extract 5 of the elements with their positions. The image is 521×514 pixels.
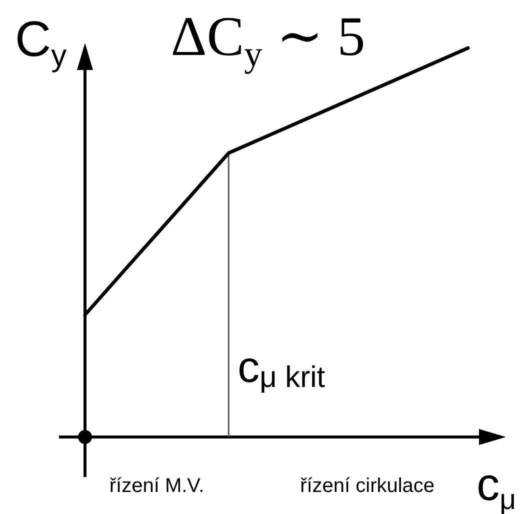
chart-title: ΔC$_{y}$ ∼ 5 [170,6,366,74]
text: řízení cirkulace [300,475,435,497]
annotation: c$_{μ krit}$ [238,343,326,394]
y-axis-title: C$_{y}$ [15,11,68,73]
text: řízení M.V. [109,475,204,497]
